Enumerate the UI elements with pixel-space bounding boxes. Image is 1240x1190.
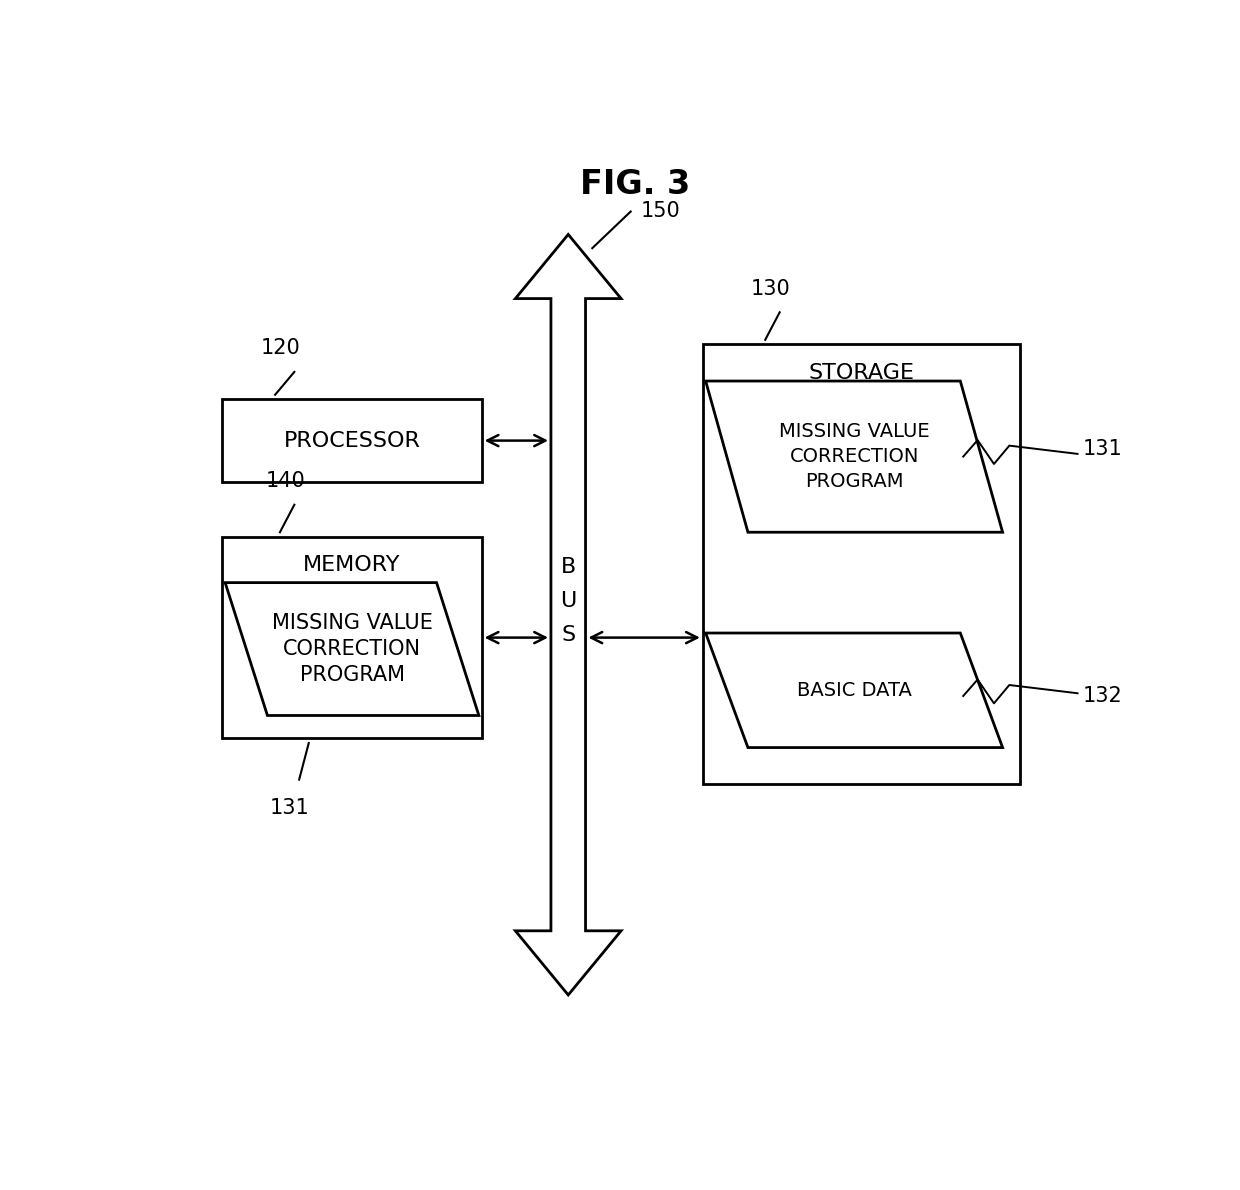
Text: 131: 131 (1083, 439, 1122, 459)
Text: B
U
S: B U S (560, 557, 577, 645)
Bar (222, 537, 481, 738)
Text: 140: 140 (265, 471, 305, 491)
Text: 132: 132 (1083, 685, 1122, 706)
Polygon shape (516, 234, 621, 995)
Text: 131: 131 (269, 798, 310, 818)
Text: 120: 120 (260, 338, 300, 358)
Text: MISSING VALUE
CORRECTION
PROGRAM: MISSING VALUE CORRECTION PROGRAM (272, 613, 433, 685)
Polygon shape (706, 381, 1003, 532)
Polygon shape (226, 583, 479, 715)
Text: STORAGE: STORAGE (808, 363, 914, 383)
Text: 130: 130 (750, 278, 791, 299)
Text: BASIC DATA: BASIC DATA (796, 681, 911, 700)
Text: MEMORY: MEMORY (304, 555, 401, 575)
Polygon shape (706, 633, 1003, 747)
Bar (703, 344, 1019, 784)
Text: MISSING VALUE
CORRECTION
PROGRAM: MISSING VALUE CORRECTION PROGRAM (779, 422, 930, 491)
Bar (222, 400, 481, 482)
Text: FIG. 3: FIG. 3 (580, 168, 691, 201)
Text: 150: 150 (640, 201, 680, 220)
Text: PROCESSOR: PROCESSOR (284, 431, 420, 451)
